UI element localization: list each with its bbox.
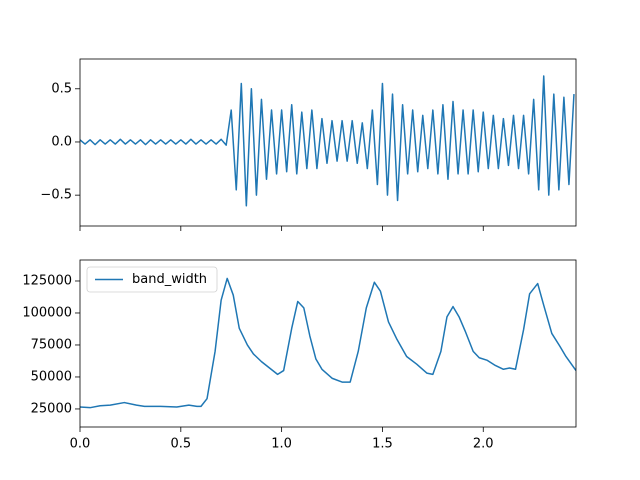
legend-label: band_width [132, 272, 207, 287]
y-tick-label: 125000 [22, 273, 72, 288]
y-tick-label: 50000 [31, 369, 72, 384]
x-tick-label: 1.5 [372, 437, 393, 452]
y-tick-label: 75000 [31, 337, 72, 352]
y-tick-label: 100000 [22, 305, 72, 320]
y-tick-label: −0.5 [40, 188, 72, 203]
x-tick-label: 1.0 [271, 437, 292, 452]
y-tick-label: 25000 [31, 401, 72, 416]
data-line [80, 75, 575, 207]
axes-frame [79, 259, 577, 428]
x-tick-label: 0.5 [170, 437, 191, 452]
x-tick-label: 0.0 [70, 437, 91, 452]
y-tick-label: 0.0 [51, 134, 72, 149]
data-line [80, 277, 576, 409]
legend-box [86, 266, 218, 293]
x-tick-label: 2.0 [473, 437, 494, 452]
y-tick-label: 0.5 [51, 81, 72, 96]
axes-frame [79, 58, 577, 227]
